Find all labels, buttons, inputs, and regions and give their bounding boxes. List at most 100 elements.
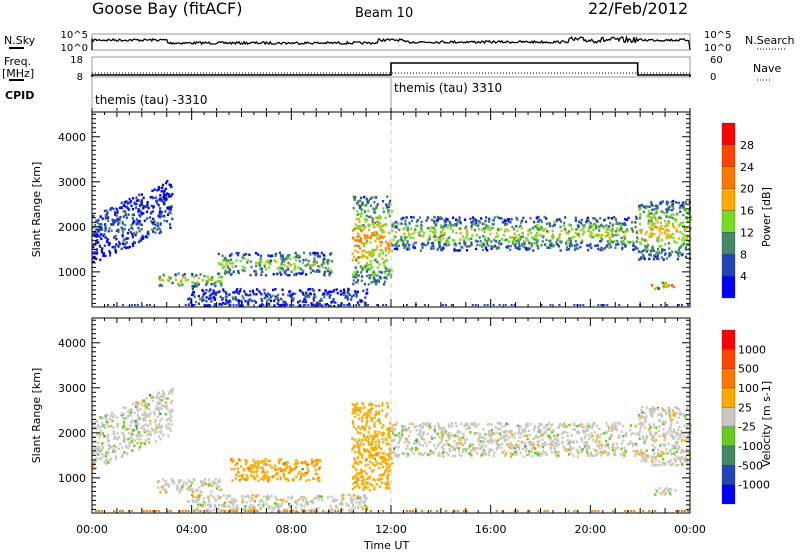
- echo-cell: [441, 304, 444, 306]
- echo-cell: [159, 437, 162, 441]
- echo-cell: [207, 484, 211, 487]
- echo-cell: [546, 435, 549, 438]
- echo-cell: [253, 270, 256, 273]
- echo-cell: [132, 231, 136, 235]
- echo-cell: [632, 248, 635, 251]
- echo-cell: [454, 222, 457, 226]
- echo-cell: [321, 304, 324, 307]
- echo-cell: [381, 252, 384, 255]
- echo-cell: [126, 231, 129, 235]
- echo-cell: [517, 439, 520, 443]
- echo-cell: [121, 228, 124, 231]
- echo-cell: [136, 442, 139, 445]
- echo-cell: [387, 429, 390, 432]
- echo-cell: [498, 239, 501, 243]
- echo-cell: [380, 462, 383, 466]
- echo-cell: [378, 474, 381, 477]
- echo-cell: [168, 209, 171, 212]
- echo-cell: [142, 424, 145, 428]
- echo-cell: [378, 270, 381, 274]
- echo-cell: [347, 493, 350, 497]
- echo-cell: [356, 456, 359, 460]
- echo-cell: [557, 433, 560, 436]
- echo-cell: [223, 265, 226, 268]
- echo-cell: [524, 220, 528, 224]
- echo-cell: [367, 449, 370, 452]
- echo-cell: [379, 421, 382, 424]
- echo-cell: [387, 427, 390, 430]
- echo-cell: [352, 494, 355, 497]
- echo-cell: [387, 453, 390, 457]
- echo-cell: [680, 221, 683, 225]
- echo-cell: [222, 259, 225, 263]
- echo-cell: [488, 448, 491, 452]
- echo-cell: [504, 424, 507, 428]
- echo-cell: [371, 196, 374, 199]
- echo-cell: [363, 244, 366, 247]
- echo-cell: [381, 236, 385, 239]
- echo-cell: [545, 230, 549, 233]
- echo-cell: [377, 404, 381, 408]
- echo-cell: [564, 216, 567, 219]
- echo-cell: [409, 430, 412, 433]
- echo-cell: [128, 245, 132, 249]
- echo-cell: [513, 244, 517, 247]
- echo-cell: [526, 437, 529, 441]
- echo-cell: [370, 453, 373, 457]
- echo-cell: [305, 258, 308, 262]
- echo-cell: [213, 304, 216, 307]
- echo-cell: [217, 252, 220, 256]
- echo-cell: [124, 210, 127, 213]
- echo-cell: [521, 219, 524, 222]
- echo-cell: [168, 426, 171, 429]
- echo-cell: [166, 408, 169, 411]
- echo-cell: [357, 227, 360, 230]
- echo-cell: [563, 448, 567, 451]
- echo-cell: [290, 496, 293, 500]
- echo-cell: [509, 451, 512, 455]
- echo-cell: [533, 242, 536, 245]
- echo-cell: [552, 244, 555, 247]
- echo-cell: [256, 288, 259, 291]
- echo-cell: [243, 290, 246, 293]
- echo-cell: [208, 500, 211, 503]
- echo-cell: [113, 219, 117, 222]
- echo-cell: [658, 229, 661, 233]
- echo-cell: [146, 217, 149, 220]
- echo-cell: [524, 427, 527, 430]
- echo-cell: [487, 441, 490, 444]
- echo-cell: [342, 293, 345, 296]
- echo-cell: [503, 223, 507, 226]
- echo-cell: [300, 504, 303, 507]
- echo-cell: [101, 251, 104, 254]
- echo-cell: [586, 429, 589, 432]
- echo-cell: [455, 249, 458, 252]
- echo-cell: [295, 506, 298, 509]
- echo-cell: [225, 260, 228, 264]
- echo-cell: [455, 446, 458, 450]
- echo-cell: [517, 233, 521, 237]
- echo-cell: [145, 430, 149, 433]
- echo-cell: [663, 438, 666, 442]
- echo-cell: [301, 496, 304, 499]
- echo-cell: [545, 222, 548, 225]
- echo-cell: [351, 448, 354, 451]
- echo-cell: [645, 230, 648, 234]
- echo-cell: [429, 441, 432, 444]
- echo-cell: [364, 225, 367, 229]
- echo-cell: [579, 304, 582, 306]
- echo-cell: [92, 255, 96, 259]
- echo-cell: [279, 466, 282, 470]
- echo-cell: [480, 217, 483, 220]
- echo-cell: [391, 424, 394, 427]
- echo-cell: [464, 424, 467, 427]
- echo-cell: [277, 293, 280, 297]
- echo-cell: [446, 452, 449, 455]
- echo-cell: [346, 298, 349, 301]
- echo-cell: [356, 472, 359, 475]
- echo-cell: [422, 231, 426, 235]
- echo-cell: [511, 444, 514, 447]
- echo-cell: [392, 439, 395, 442]
- echo-cell: [298, 259, 301, 263]
- echo-cell: [582, 304, 585, 306]
